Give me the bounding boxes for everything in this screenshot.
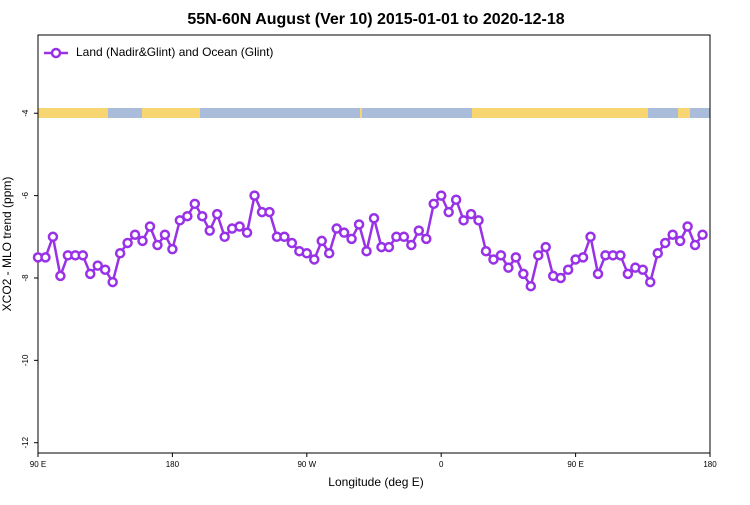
data-point — [488, 254, 499, 265]
x-tick-label: 180 — [166, 460, 180, 469]
data-point — [92, 260, 103, 271]
data-point — [144, 221, 156, 232]
data-point — [421, 233, 432, 245]
data-point — [503, 262, 514, 273]
data-point — [682, 221, 693, 232]
data-point — [182, 210, 193, 222]
data-point — [316, 235, 327, 247]
data-point — [450, 194, 462, 205]
data-point — [435, 190, 447, 201]
data-point — [249, 190, 260, 201]
y-tick-label: -6 — [21, 192, 30, 200]
data-point — [622, 268, 634, 280]
data-point — [211, 208, 223, 220]
data-point — [428, 198, 439, 210]
data-point — [47, 231, 59, 243]
data-point — [637, 264, 649, 275]
data-point — [659, 237, 671, 249]
y-tick-label: -12 — [21, 436, 30, 448]
data-point — [361, 245, 372, 257]
data-point — [652, 248, 663, 259]
data-point — [592, 268, 604, 280]
y-tick-label: -4 — [21, 109, 30, 117]
x-tick-label: 90 W — [297, 460, 316, 469]
data-point — [264, 206, 275, 218]
data-point — [473, 215, 484, 226]
data-point — [480, 245, 492, 257]
data-point — [689, 239, 701, 251]
data-point — [301, 248, 313, 259]
data-point — [465, 208, 477, 220]
data-point — [197, 210, 208, 222]
data-point — [331, 223, 342, 234]
x-tick-label: 180 — [703, 460, 717, 469]
data-point — [585, 231, 596, 243]
legend-marker — [50, 47, 62, 59]
data-point — [615, 250, 626, 261]
data-point — [122, 237, 133, 249]
data-point — [167, 243, 178, 255]
data-point — [286, 237, 298, 249]
y-tick-label: -8 — [21, 274, 30, 282]
data-point — [398, 231, 410, 243]
data-point — [674, 235, 686, 247]
data-point — [279, 231, 290, 243]
data-point — [137, 235, 148, 247]
data-point — [204, 225, 215, 236]
data-point — [525, 280, 537, 292]
data-point — [114, 248, 126, 259]
data-point — [577, 252, 589, 263]
chart-title: 55N-60N August (Ver 10) 2015-01-01 to 20… — [187, 11, 564, 28]
data-point — [40, 252, 51, 263]
data-point — [540, 241, 551, 253]
data-point — [174, 215, 186, 226]
data-point — [667, 229, 678, 240]
data-point — [241, 227, 253, 238]
data-point — [346, 233, 357, 245]
data-point — [189, 198, 201, 210]
data-point — [555, 272, 566, 284]
data-point — [533, 250, 544, 261]
data-point — [107, 276, 118, 288]
y-axis-label: XCO2 - MLO trend (ppm) — [0, 177, 14, 312]
data-point — [159, 229, 171, 240]
data-point — [368, 213, 380, 224]
x-axis-label: Longitude (deg E) — [328, 475, 423, 489]
data-point — [99, 264, 111, 275]
data-point — [353, 219, 365, 230]
data-point — [406, 239, 417, 251]
plot-frame — [37, 34, 711, 454]
data-point — [697, 229, 708, 240]
data-point — [129, 229, 141, 240]
map-strip — [38, 108, 710, 118]
data-point — [323, 248, 335, 259]
data-point — [85, 268, 96, 280]
x-tick-label: 0 — [439, 460, 444, 469]
data-point — [443, 206, 454, 218]
x-tick-label: 90 E — [30, 460, 46, 469]
data-point — [77, 250, 89, 261]
data-point — [383, 241, 395, 253]
data-point — [645, 276, 656, 288]
data-point — [55, 270, 66, 282]
data-point — [495, 250, 507, 261]
data-point — [338, 227, 350, 238]
legend-label: Land (Nadir&Glint) and Ocean (Glint) — [76, 45, 273, 59]
data-point — [510, 252, 522, 263]
data-point — [219, 231, 230, 243]
data-point — [518, 268, 529, 280]
data-point — [234, 221, 245, 232]
x-tick-label: 90 E — [567, 460, 583, 469]
data-point — [458, 215, 469, 226]
y-tick-label: -10 — [21, 354, 30, 366]
data-point — [562, 264, 574, 275]
data-point — [152, 239, 163, 251]
data-point — [413, 225, 425, 236]
data-point — [309, 254, 320, 265]
